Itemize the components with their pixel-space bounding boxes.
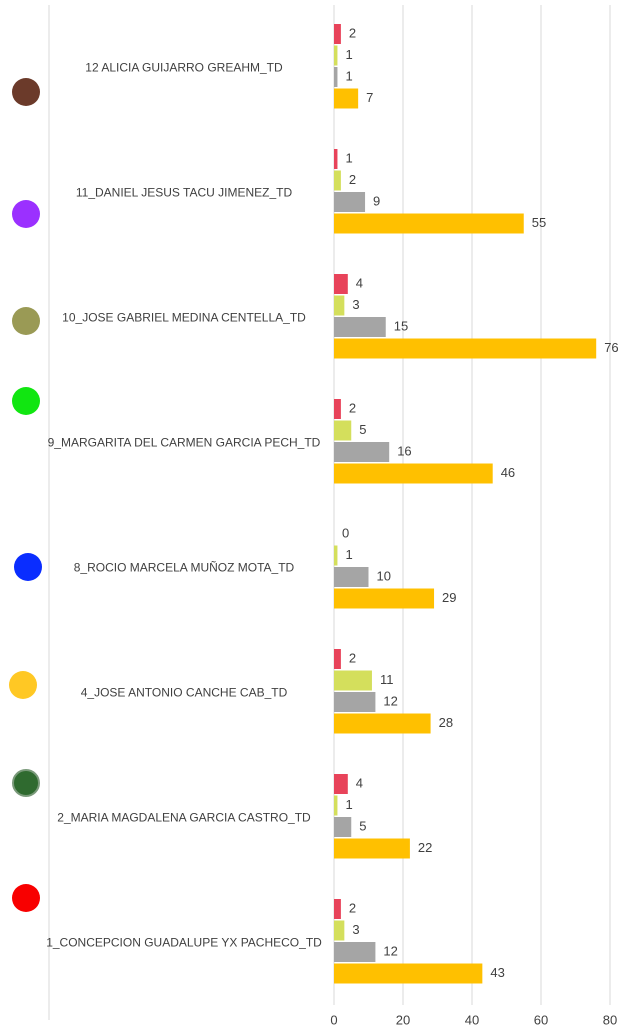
value-label: 28 bbox=[439, 715, 453, 730]
value-label: 76 bbox=[604, 340, 618, 355]
x-tick-label: 0 bbox=[330, 1012, 337, 1027]
icon bbox=[12, 387, 40, 415]
x-tick-label: 60 bbox=[534, 1012, 548, 1027]
value-label: 1 bbox=[345, 797, 352, 812]
value-label: 16 bbox=[397, 443, 411, 458]
bar bbox=[334, 899, 341, 919]
value-label: 10 bbox=[377, 568, 391, 583]
bar bbox=[334, 88, 359, 109]
bar bbox=[334, 399, 341, 419]
bar bbox=[334, 545, 338, 566]
value-label: 2 bbox=[349, 650, 356, 665]
x-tick-label: 40 bbox=[465, 1012, 479, 1027]
value-label: 4 bbox=[356, 775, 363, 790]
value-label: 2 bbox=[349, 400, 356, 415]
bar bbox=[334, 670, 372, 691]
bar bbox=[334, 463, 493, 484]
value-label: 3 bbox=[352, 922, 359, 937]
x-tick-label: 20 bbox=[396, 1012, 410, 1027]
value-label: 2 bbox=[349, 900, 356, 915]
category-icons bbox=[9, 78, 42, 912]
bar bbox=[334, 420, 352, 441]
value-label: 0 bbox=[342, 525, 349, 540]
value-label: 7 bbox=[366, 90, 373, 105]
value-label: 12 bbox=[383, 693, 397, 708]
value-label: 5 bbox=[359, 422, 366, 437]
bar bbox=[334, 295, 345, 316]
bar bbox=[334, 817, 352, 837]
bar bbox=[334, 795, 338, 816]
value-label: 2 bbox=[349, 25, 356, 40]
icon bbox=[12, 78, 40, 106]
value-label: 15 bbox=[394, 318, 408, 333]
value-label: 2 bbox=[349, 172, 356, 187]
y-tick-label: 4_JOSE ANTONIO CANCHE CAB_TD bbox=[80, 685, 288, 700]
y-tick-label: 1_CONCEPCION GUADALUPE YX PACHECO_TD bbox=[46, 935, 322, 950]
bar bbox=[334, 317, 386, 337]
bar bbox=[334, 838, 410, 859]
bar bbox=[334, 942, 376, 962]
value-label: 29 bbox=[442, 590, 456, 605]
y-tick-label: 8_ROCIO MARCELA MUÑOZ MOTA_TD bbox=[73, 560, 295, 575]
value-label: 22 bbox=[418, 840, 432, 855]
bar bbox=[334, 692, 376, 712]
icon bbox=[9, 671, 37, 699]
bar bbox=[334, 963, 483, 984]
y-tick-label: 12 ALICIA GUIJARRO GREAHM_TD bbox=[85, 60, 283, 75]
y-tick-label: 2_MARIA MAGDALENA GARCIA CASTRO_TD bbox=[57, 810, 311, 825]
bar bbox=[334, 149, 338, 169]
value-label: 1 bbox=[345, 68, 352, 83]
bar bbox=[334, 588, 435, 609]
bar bbox=[334, 67, 338, 87]
value-label: 5 bbox=[359, 818, 366, 833]
bar bbox=[334, 567, 369, 587]
icon bbox=[14, 553, 42, 581]
bar bbox=[334, 338, 597, 359]
value-label: 55 bbox=[532, 215, 546, 230]
value-label: 1 bbox=[345, 150, 352, 165]
value-label: 1 bbox=[345, 47, 352, 62]
x-tick-label: 80 bbox=[603, 1012, 617, 1027]
bar bbox=[334, 24, 341, 44]
value-label: 12 bbox=[383, 943, 397, 958]
value-label: 43 bbox=[490, 965, 504, 980]
y-tick-label: 9_MARGARITA DEL CARMEN GARCIA PECH_TD bbox=[47, 435, 321, 450]
y-tick-label: 10_JOSE GABRIEL MEDINA CENTELLA_TD bbox=[62, 310, 306, 325]
value-label: 46 bbox=[501, 465, 515, 480]
icon bbox=[12, 200, 40, 228]
bar bbox=[334, 920, 345, 941]
bar bbox=[334, 713, 431, 734]
bar bbox=[334, 774, 348, 794]
bar bbox=[334, 274, 348, 294]
icon bbox=[12, 884, 40, 912]
bar bbox=[334, 213, 524, 234]
y-tick-label: 11_DANIEL JESUS TACU JIMENEZ_TD bbox=[75, 185, 293, 200]
icon bbox=[12, 307, 40, 335]
value-label: 3 bbox=[352, 297, 359, 312]
bar bbox=[334, 170, 341, 191]
value-label: 9 bbox=[373, 193, 380, 208]
bar bbox=[334, 45, 338, 66]
value-label: 1 bbox=[345, 547, 352, 562]
icon bbox=[12, 769, 40, 797]
bar bbox=[334, 649, 341, 669]
bar bbox=[334, 192, 366, 212]
value-label: 11 bbox=[380, 672, 394, 687]
bar bbox=[334, 442, 390, 462]
value-label: 4 bbox=[356, 275, 363, 290]
